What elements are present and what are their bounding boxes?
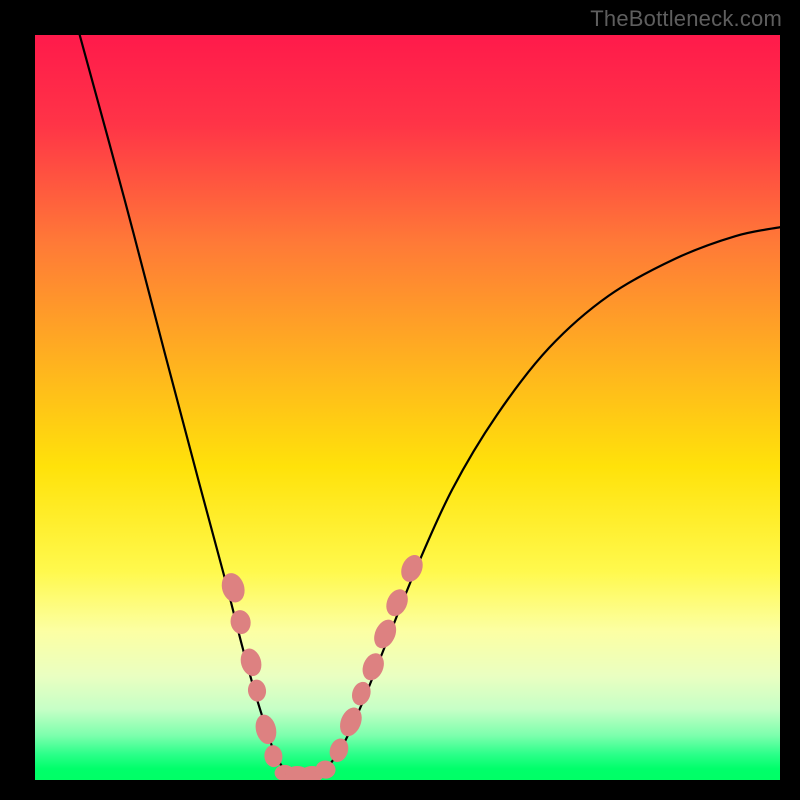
watermark-text: TheBottleneck.com bbox=[590, 6, 782, 32]
chart-plot-area bbox=[35, 35, 780, 780]
background-gradient bbox=[35, 35, 780, 780]
